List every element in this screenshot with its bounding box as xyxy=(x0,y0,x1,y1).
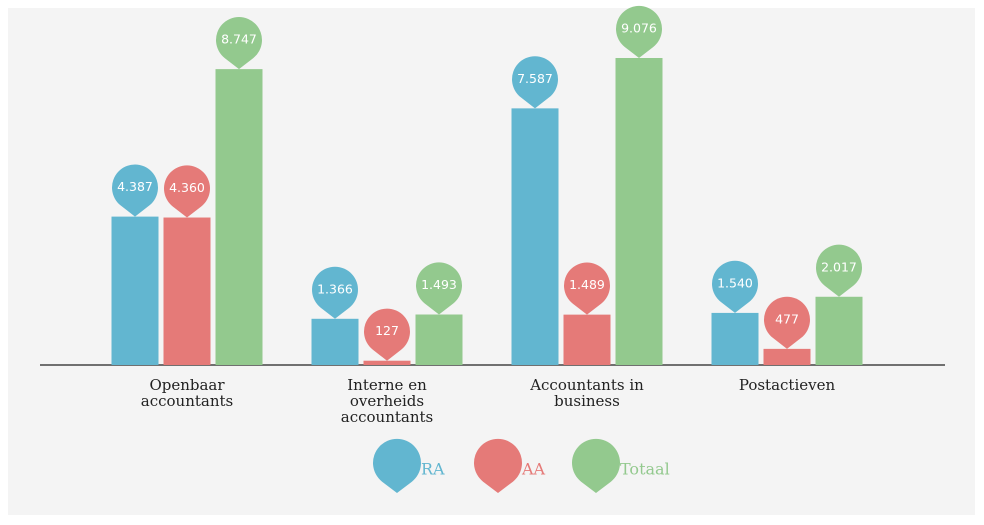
value-label: 477 xyxy=(775,311,799,326)
value-marker xyxy=(512,56,559,109)
value-marker xyxy=(216,17,262,70)
bar xyxy=(215,69,263,366)
legend-label: RA xyxy=(421,460,445,479)
value-marker xyxy=(564,262,611,315)
value-label: 7.587 xyxy=(517,71,553,86)
x-tick-label: Interne en overheids accountants xyxy=(340,376,434,426)
legend-label: AA xyxy=(521,460,546,479)
bar xyxy=(511,108,559,366)
value-marker xyxy=(364,308,411,361)
bar xyxy=(563,314,611,365)
bar xyxy=(363,360,411,365)
bar xyxy=(711,312,759,365)
legend-marker xyxy=(474,438,522,493)
value-label: 4.387 xyxy=(117,179,153,194)
value-marker xyxy=(616,5,662,59)
legend-label: Totaal xyxy=(620,460,670,479)
value-marker xyxy=(764,296,810,349)
x-tick-label: Openbaar accountants xyxy=(140,376,234,410)
legend-marker xyxy=(572,438,620,493)
value-label: 2.017 xyxy=(821,259,857,274)
bar xyxy=(111,216,159,365)
x-tick-label: Postactieven xyxy=(738,376,836,394)
bar xyxy=(763,348,811,365)
bar xyxy=(311,318,359,365)
value-label: 127 xyxy=(375,323,399,338)
value-label: 1.540 xyxy=(717,275,753,290)
bar xyxy=(615,58,663,365)
bar xyxy=(163,217,211,365)
bar xyxy=(815,296,863,365)
value-label: 1.489 xyxy=(569,277,605,292)
x-tick-label: Accountants in business xyxy=(530,376,644,410)
value-marker xyxy=(416,262,462,315)
value-label: 4.360 xyxy=(169,180,205,195)
value-marker xyxy=(164,165,210,218)
bar xyxy=(415,314,463,365)
value-marker xyxy=(312,266,359,319)
value-label: 9.076 xyxy=(621,21,657,36)
value-label: 1.366 xyxy=(317,281,353,296)
value-marker xyxy=(111,164,158,217)
value-label: 1.493 xyxy=(421,277,457,292)
value-label: 8.747 xyxy=(221,32,257,47)
value-marker xyxy=(712,260,759,313)
legend-marker xyxy=(373,438,422,493)
value-marker xyxy=(816,244,863,297)
